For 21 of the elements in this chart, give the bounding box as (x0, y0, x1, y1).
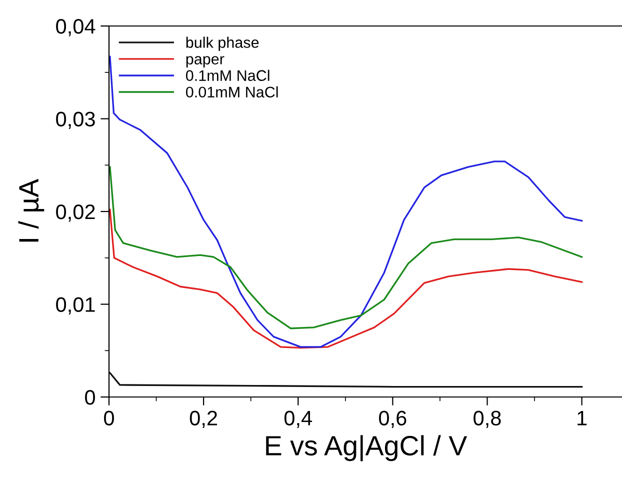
x-tick-label: 0 (104, 410, 114, 426)
y-tick-label: 0,01 (56, 297, 95, 314)
x-tick-label: 0,4 (284, 410, 312, 428)
line-series (109, 208, 583, 349)
line-series (109, 166, 583, 330)
x-axis-title: E vs Ag|AgCl / V (266, 435, 468, 462)
x-tick-label: 0,6 (379, 410, 406, 428)
x-tick-label: 1 (578, 410, 587, 426)
line-series (109, 56, 583, 348)
legend-label: 0.01mM NaCl (186, 86, 278, 98)
y-axis-title: I / µA (18, 178, 44, 242)
line-series (109, 372, 583, 388)
y-tick-label: 0,03 (56, 112, 95, 129)
x-tick-label: 0,8 (474, 410, 501, 428)
legend-label: bulk phase (186, 36, 259, 51)
x-tick-label: 0,2 (190, 410, 217, 428)
y-tick-label: 0 (85, 390, 95, 405)
y-tick-label: 0,02 (56, 204, 95, 222)
y-tick-label: 0,04 (56, 19, 96, 36)
legend-label: paper (186, 56, 224, 68)
legend-label: 0.1mM NaCl (186, 70, 270, 81)
